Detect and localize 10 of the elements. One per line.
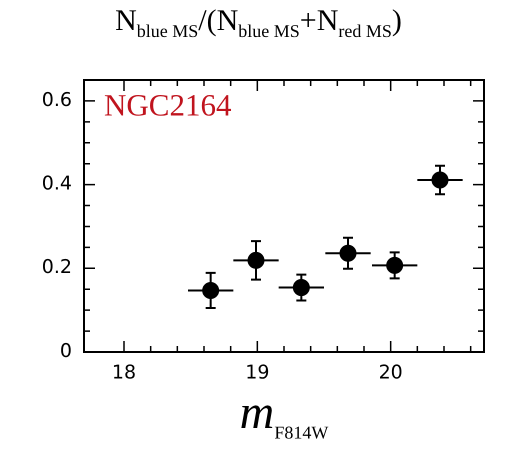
x-tick-label: 20	[378, 361, 403, 384]
y-tick-label: 0.2	[42, 256, 72, 278]
x-tick-label: 18	[112, 361, 136, 384]
y-tick-label: 0	[60, 340, 72, 362]
annotation: NGC2164	[104, 88, 232, 123]
y-tick-label: 0.4	[42, 172, 72, 195]
y-tick-label: 0.6	[42, 88, 72, 111]
x-axis-title: m$_{F814W}$	[238, 385, 330, 444]
y-axis-title: N$_{blue MS}$/(N$_{blue MS}$+N$_{red MS}$)	[114, 4, 403, 42]
x-tick-label: 19	[245, 361, 270, 384]
